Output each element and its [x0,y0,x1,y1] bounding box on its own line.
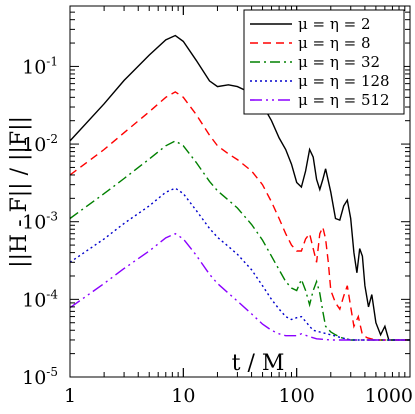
y-tick-labels: 10-5 10-4 10-3 10-2 10-1 [22,54,58,389]
y-tick-label: 10-5 [22,365,58,389]
y-tick-label: 10-4 [22,287,58,311]
y-axis-title: ||H - F|| / ||F|| [7,116,32,268]
legend-label: μ = η = 8 [298,34,371,52]
x-tick-label: 10 [171,385,195,407]
series-line-2 [69,91,410,341]
legend-label: μ = η = 2 [298,15,371,33]
legend-label: μ = η = 512 [298,91,390,109]
legend: μ = η = 2μ = η = 8μ = η = 32μ = η = 128μ… [243,9,405,115]
series-layer [69,34,410,341]
y-tick-label: 10-3 [22,210,58,234]
legend-label: μ = η = 32 [298,53,380,71]
plot-frame [69,5,411,378]
series-line-1 [69,34,410,341]
x-tick-labels: 1 10 100 1000 [64,385,413,407]
y-tick-label: 10-2 [22,132,58,156]
legend-label: μ = η = 128 [298,72,390,90]
x-tick-label: 100 [279,385,315,407]
y-tick-label: 10-1 [22,54,58,78]
x-axis-title: t / M [232,351,285,376]
legend-entries: μ = η = 2μ = η = 8μ = η = 32μ = η = 128μ… [250,15,390,109]
x-tick-label: 1000 [365,385,413,407]
x-tick-label: 1 [64,385,76,407]
series-line-3 [69,140,410,341]
